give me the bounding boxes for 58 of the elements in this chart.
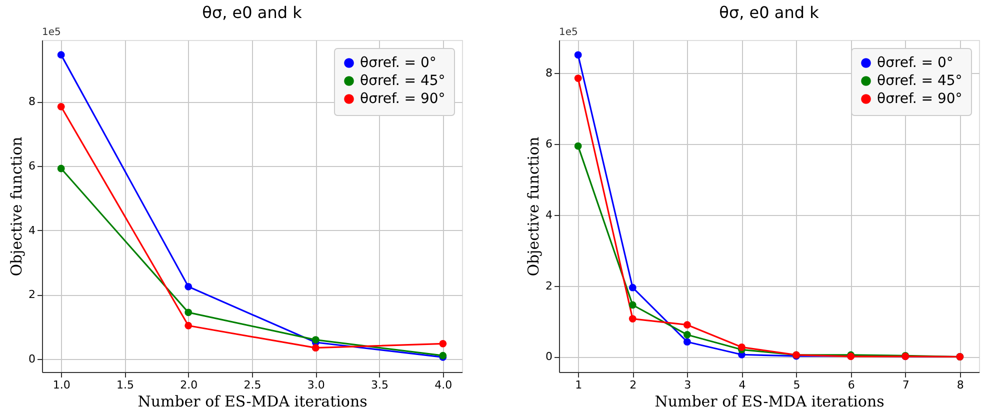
x-tick-label: 3.5 <box>371 378 389 392</box>
legend-label: θσref. = 90° <box>360 91 446 107</box>
legend-label: θσref. = 0° <box>360 55 436 71</box>
x-tick-label: 4.0 <box>434 378 452 392</box>
x-tick-label: 1.5 <box>116 378 134 392</box>
legend-label: θσref. = 45° <box>360 73 446 89</box>
point <box>184 308 192 316</box>
point <box>184 282 192 290</box>
chart-title: θσ, e0 and k <box>719 3 820 22</box>
x-tick-label: 2.0 <box>180 378 198 392</box>
y-tick-label: 0 <box>28 352 36 366</box>
y-tick-label: 2 <box>28 288 36 302</box>
x-tick-label: 5 <box>793 378 800 392</box>
x-tick-label: 1 <box>575 378 582 392</box>
x-tick-label: 3.0 <box>307 378 325 392</box>
x-tick-label: 6 <box>848 378 855 392</box>
text: 1e5 <box>559 27 578 38</box>
point <box>57 164 65 172</box>
y-axis-title: Objective function <box>8 136 26 276</box>
point <box>57 102 65 110</box>
x-tick-label: 4 <box>738 378 746 392</box>
x-tick-label: 3 <box>684 378 692 392</box>
point <box>628 301 636 309</box>
point <box>574 51 582 59</box>
legend-label: θσref. = 0° <box>877 55 954 71</box>
legend-label: θσref. = 90° <box>877 91 962 107</box>
point <box>57 51 65 59</box>
y-tick-label: 8 <box>546 66 552 80</box>
point <box>628 284 636 292</box>
y-tick-label: 8 <box>28 95 36 108</box>
point <box>628 315 636 322</box>
x-tick-label: 2 <box>630 378 637 392</box>
point <box>683 331 691 338</box>
point <box>738 343 746 351</box>
y-tick-label: 6 <box>546 137 552 150</box>
point <box>439 340 447 348</box>
point <box>184 322 192 330</box>
x-tick-label: 7 <box>902 378 910 392</box>
x-axis-title: Number of ES-MDA iterations <box>138 392 368 410</box>
x-tick-label: 2.5 <box>244 378 262 392</box>
x-axis-title: Number of ES-MDA iterations <box>654 392 884 410</box>
point <box>574 74 582 82</box>
chart-title: θσ, e0 and k <box>202 3 303 22</box>
y-tick-label: 0 <box>546 350 552 364</box>
point <box>312 336 320 344</box>
y-tick-label: 4 <box>28 224 36 237</box>
point <box>683 338 691 346</box>
point <box>683 321 691 329</box>
x-tick-label: 1.0 <box>52 378 70 392</box>
y-tick-label: 4 <box>546 208 552 222</box>
point <box>312 344 320 352</box>
point <box>574 142 582 150</box>
y-tick-label: 2 <box>546 279 552 292</box>
text: 1e5 <box>42 27 61 38</box>
legend-label: θσref. = 45° <box>877 73 962 89</box>
y-axis-title: Objective function <box>524 136 542 276</box>
x-tick-label: 8 <box>956 378 964 392</box>
y-tick-label: 6 <box>28 159 36 172</box>
